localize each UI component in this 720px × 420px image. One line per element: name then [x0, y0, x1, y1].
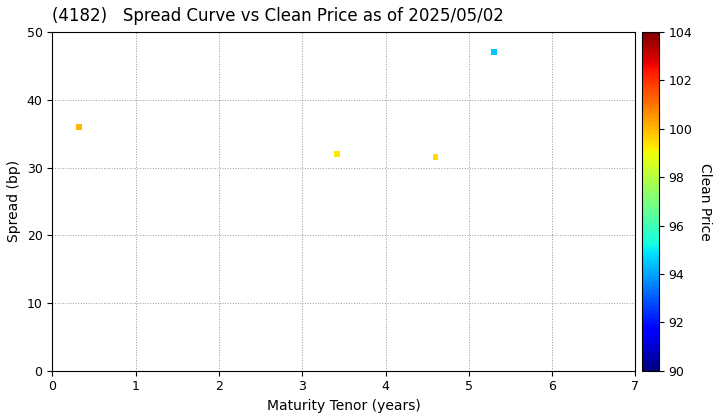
- Y-axis label: Clean Price: Clean Price: [698, 163, 711, 240]
- Point: [430, 153, 441, 160]
- Point: [488, 49, 500, 56]
- Y-axis label: Spread (bp): Spread (bp): [7, 160, 21, 242]
- Point: [331, 151, 343, 158]
- Point: [73, 123, 85, 130]
- X-axis label: Maturity Tenor (years): Maturity Tenor (years): [267, 399, 420, 413]
- Text: (4182)   Spread Curve vs Clean Price as of 2025/05/02: (4182) Spread Curve vs Clean Price as of…: [53, 7, 504, 25]
